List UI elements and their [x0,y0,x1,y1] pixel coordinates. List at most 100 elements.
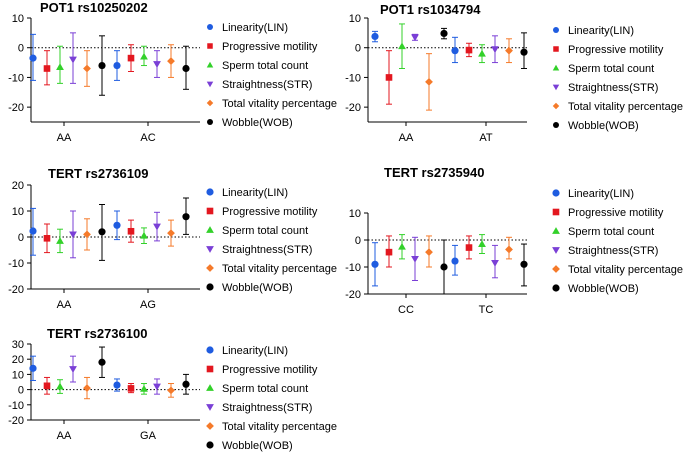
point-prog [127,385,135,392]
legend: Linearity(LIN) Progressive motility Sperm … [552,188,683,295]
legend-label: Progressive motility [568,44,664,56]
panel-4: TERT rs2735940 -20 -10 0 10 CC TC Linearity(LIN… [345,165,683,316]
legend-label: Linearity(LIN) [222,187,288,199]
point-str [491,46,499,54]
legend-label: Total vitality percentage [222,98,337,110]
point-count [398,42,406,50]
legend-marker-wob [207,119,213,125]
point-wob [520,260,528,268]
legend-marker-wob [206,283,214,291]
x-tick-label: AC [140,132,155,144]
point-vit [167,229,175,237]
point-str [69,56,77,64]
point-lin [29,54,37,62]
legend-label: Progressive motility [222,41,318,53]
point-prog [465,46,473,54]
legend-label: Total vitality percentage [222,263,337,275]
point-wob [440,263,448,271]
point-wob [182,380,190,388]
point-count [398,242,406,250]
legend-label: Wobble(WOB) [222,282,293,294]
x-tick-label: AT [479,132,493,144]
y-tick-label: 10 [12,206,24,218]
point-count [56,382,64,390]
point-wob [440,29,448,38]
y-tick-label: 20 [12,354,24,366]
legend-marker-count [552,64,560,71]
y-tick-label: -10 [8,400,24,412]
point-wob [98,61,106,70]
x-tick-label: AA [57,132,72,144]
legend-marker-wob [553,122,559,128]
panel-title: TERT rs2736100 [47,326,147,341]
panel-title: POT1 rs10250202 [40,0,148,15]
x-tick-label: GA [140,430,157,442]
point-count [140,231,148,239]
point-str [153,383,161,391]
legend: Linearity(LIN) Progressive motility Sperm … [552,25,683,132]
point-prog [385,248,393,256]
legend-marker-count [206,384,214,391]
point-vit [167,386,175,395]
panel-2: POT1 rs1034794 -20 -10 0 10 AA AT Linearity(LIN… [345,2,683,144]
point-prog [385,74,393,81]
y-tick-label: 10 [12,13,24,25]
point-str [411,255,419,263]
point-lin [113,221,121,229]
legend-marker-vit [552,102,560,110]
legend-label: Sperm total count [222,225,308,237]
y-tick-label: 0 [18,232,24,244]
legend-label: Wobble(WOB) [568,120,639,132]
point-lin [113,381,121,389]
y-tick-label: -10 [8,72,24,84]
legend-label: Straightness(STR) [568,245,658,257]
y-tick-label: -20 [8,102,24,114]
legend: Linearity(LIN) Progressive motility Sperm … [206,187,337,294]
y-tick-label: 0 [18,385,24,397]
legend-marker-vit [206,264,214,272]
y-tick-label: 0 [355,43,361,55]
point-str [491,260,499,267]
legend-label: Sperm total count [222,60,308,72]
legend-marker-count [206,226,214,233]
legend-label: Total vitality percentage [222,421,337,433]
legend-label: Total vitality percentage [568,264,683,276]
point-count [56,237,64,244]
point-lin [29,227,37,235]
legend-label: Wobble(WOB) [222,440,293,452]
point-count [478,240,486,247]
panel-title: POT1 rs1034794 [380,2,481,17]
y-tick-label: -10 [345,262,361,274]
point-count [56,63,64,70]
legend-label: Wobble(WOB) [568,283,639,295]
legend-marker-lin [206,346,214,354]
point-wob [98,358,106,366]
legend-label: Progressive motility [222,364,318,376]
legend-label: Linearity(LIN) [222,345,288,357]
legend-marker-vit [206,99,214,107]
point-lin [371,260,379,268]
point-vit [425,248,433,257]
legend-marker-count [206,61,214,68]
point-vit [83,230,91,239]
legend: Linearity(LIN) Progressive motility Sperm … [206,22,337,129]
legend: Linearity(LIN) Progressive motility Sperm … [206,345,337,452]
panel-5: TERT rs2736100 -20 -10 0 10 20 30 AA GA Linearity… [8,326,337,452]
y-tick-label: -20 [345,102,361,114]
legend-label: Total vitality percentage [568,101,683,113]
panel-1: POT1 rs10250202 -20 -10 0 10 AA AC Linearity(LI… [8,0,337,144]
point-count [478,49,486,57]
panel-title: TERT rs2736109 [48,166,148,181]
point-wob [98,228,106,236]
legend-marker-str [206,404,214,411]
point-str [69,366,77,373]
point-str [69,231,77,239]
point-count [140,52,148,60]
y-tick-label: 10 [349,13,361,25]
legend-marker-str [206,246,214,253]
point-lin [29,364,37,372]
point-vit [83,384,91,392]
y-tick-label: -20 [8,284,24,296]
legend-label: Straightness(STR) [222,402,312,414]
